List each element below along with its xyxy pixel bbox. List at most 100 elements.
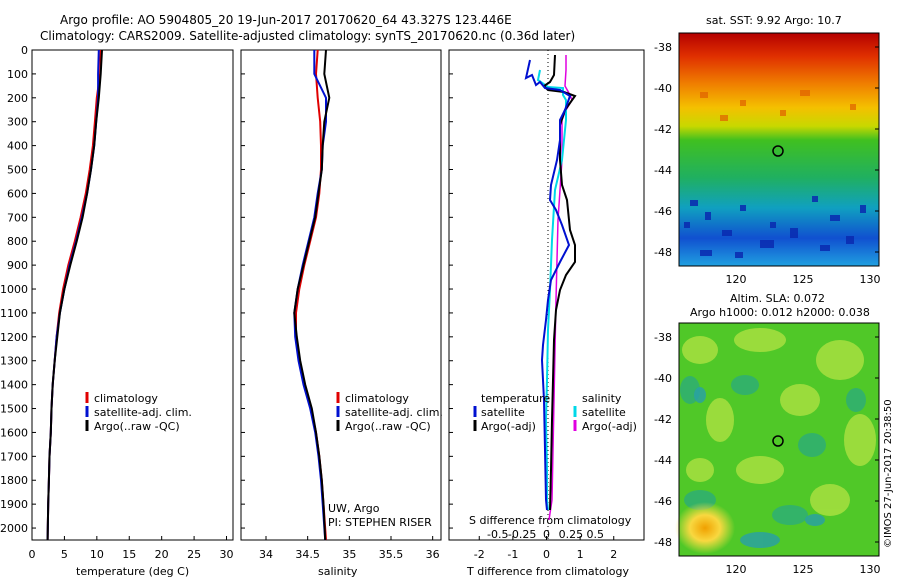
diff-temp-satellite-line bbox=[524, 59, 572, 511]
series-line-2 bbox=[293, 49, 331, 541]
sst-map-frame bbox=[678, 32, 880, 267]
series-line-0 bbox=[46, 49, 102, 541]
map-y-tick-label: -48 bbox=[654, 536, 672, 549]
x-tick-label: 20 bbox=[155, 548, 169, 561]
map-y-tick-label: -38 bbox=[654, 331, 672, 344]
sla-argo-marker bbox=[772, 435, 784, 447]
depth-tick-label: 1100 bbox=[0, 307, 28, 320]
sla-y-axis: -38 -40 -42 -44 -46 -48 bbox=[654, 331, 879, 549]
x-tick-label: 15 bbox=[122, 548, 136, 561]
legend-label: satellite bbox=[582, 406, 626, 419]
diff-series bbox=[524, 54, 577, 521]
credit-text: ©IMOS 27-Jun-2017 20:38:50 bbox=[883, 399, 894, 548]
diff-legend: temperature satellite Argo(-adj) salinit… bbox=[473, 392, 637, 433]
sla-map-blobs-low bbox=[694, 387, 825, 548]
depth-tick-label: 1400 bbox=[0, 379, 28, 392]
sal-legend: climatology satellite-adj. clim. Argo(..… bbox=[336, 392, 443, 433]
x-tick-label: 35.5 bbox=[379, 548, 404, 561]
x-tick-label: 10 bbox=[90, 548, 104, 561]
depth-tick-label: 1200 bbox=[0, 331, 28, 344]
s-tick-label: 0 bbox=[543, 528, 550, 541]
sla-map-title2: Argo h1000: 0.012 h2000: 0.038 bbox=[690, 306, 870, 319]
sst-argo-marker bbox=[772, 145, 784, 157]
legend-label: Argo(-adj) bbox=[481, 420, 536, 433]
depth-tick-label: 600 bbox=[7, 187, 28, 200]
sla-map bbox=[675, 322, 880, 557]
sal-panel-frame bbox=[240, 49, 442, 541]
depth-tick-label: 500 bbox=[7, 164, 28, 177]
s-tick-label: 0.5 bbox=[587, 528, 605, 541]
depth-tick-label: 1300 bbox=[0, 355, 28, 368]
sal-xlabel: salinity bbox=[318, 565, 358, 578]
sla-map-title1: Altim. SLA: 0.072 bbox=[730, 292, 825, 305]
map-x-tick-label: 130 bbox=[860, 273, 881, 286]
map-x-tick-label: 125 bbox=[793, 563, 814, 576]
x-tick-label: 0 bbox=[543, 548, 550, 561]
header-line1: Argo profile: AO 5904805_20 19-Jun-2017 … bbox=[60, 13, 512, 27]
sla-map-blobs-light bbox=[682, 328, 876, 516]
x-tick-label: 1 bbox=[577, 548, 584, 561]
sla-x-axis: 120 125 130 bbox=[726, 563, 881, 576]
x-tick-label: 0 bbox=[29, 548, 36, 561]
x-tick-label: -1 bbox=[507, 548, 518, 561]
map-x-tick-label: 125 bbox=[793, 273, 814, 286]
map-x-tick-label: 130 bbox=[860, 563, 881, 576]
sst-map-image bbox=[679, 33, 879, 266]
map-y-tick-label: -42 bbox=[654, 123, 672, 136]
legend-label: climatology bbox=[345, 392, 409, 405]
depth-tick-label: 1700 bbox=[0, 450, 28, 463]
temp-series bbox=[46, 49, 103, 541]
legend-temp-title: temperature bbox=[481, 392, 550, 405]
sal-note-uw: UW, Argo bbox=[328, 502, 380, 515]
legend-label: Argo(..raw -QC) bbox=[345, 420, 431, 433]
header-line2: Climatology: CARS2009. Satellite-adjuste… bbox=[40, 29, 575, 43]
map-y-tick-label: -48 bbox=[654, 246, 672, 259]
legend-label: satellite-adj. clim. bbox=[94, 406, 192, 419]
map-y-tick-label: -44 bbox=[654, 164, 672, 177]
map-y-tick-label: -40 bbox=[654, 82, 672, 95]
x-tick-label: 30 bbox=[220, 548, 234, 561]
s-tick-label: -0.25 bbox=[508, 528, 536, 541]
sst-x-axis: 120 125 130 bbox=[726, 273, 881, 286]
temp-xlabel: temperature (deg C) bbox=[76, 565, 189, 578]
depth-tick-label: 300 bbox=[7, 116, 28, 129]
map-y-tick-label: -42 bbox=[654, 413, 672, 426]
depth-tick-label: 1800 bbox=[0, 474, 28, 487]
depth-tick-label: 1600 bbox=[0, 426, 28, 439]
depth-tick-label: 200 bbox=[7, 92, 28, 105]
s-tick-label: -0.5 bbox=[487, 528, 508, 541]
sst-map-title: sat. SST: 9.92 Argo: 10.7 bbox=[706, 14, 842, 27]
series-line-1 bbox=[46, 49, 100, 541]
diff-s-axis: -0.5 -0.25 0 0.25 0.5 bbox=[487, 528, 604, 541]
depth-tick-label: 700 bbox=[7, 211, 28, 224]
depth-tick-label: 1900 bbox=[0, 498, 28, 511]
legend-label: Argo(..raw -QC) bbox=[94, 420, 180, 433]
map-x-tick-label: 120 bbox=[726, 563, 747, 576]
depth-tick-label: 400 bbox=[7, 140, 28, 153]
depth-tick-label: 1000 bbox=[0, 283, 28, 296]
map-y-tick-label: -40 bbox=[654, 372, 672, 385]
x-tick-label: 25 bbox=[187, 548, 201, 561]
sal-series bbox=[293, 49, 331, 541]
diff-xlabel: T difference from climatology bbox=[466, 565, 629, 578]
x-tick-label: 34 bbox=[259, 548, 273, 561]
legend-label: Argo(-adj) bbox=[582, 420, 637, 433]
diff-sal-satellite-line bbox=[536, 69, 567, 511]
x-tick-label: 34.5 bbox=[295, 548, 320, 561]
depth-axis: 0 100 200 300 400 500 600 700 800 900 1000 1100 1200… bbox=[0, 44, 453, 535]
map-y-tick-label: -46 bbox=[654, 205, 672, 218]
temp-x-axis: 0 5 10 15 20 25 30 bbox=[29, 536, 234, 561]
x-tick-label: 2 bbox=[610, 548, 617, 561]
x-tick-label: 5 bbox=[61, 548, 68, 561]
depth-tick-label: 2000 bbox=[0, 522, 28, 535]
x-tick-label: -2 bbox=[474, 548, 485, 561]
map-y-tick-label: -44 bbox=[654, 454, 672, 467]
map-y-tick-label: -46 bbox=[654, 495, 672, 508]
map-x-tick-label: 120 bbox=[726, 273, 747, 286]
x-tick-label: 35 bbox=[342, 548, 356, 561]
sst-map-speckle bbox=[684, 196, 866, 258]
sal-x-axis: 34 34.5 35 35.5 36 bbox=[259, 536, 440, 561]
sal-note-pi: PI: STEPHEN RISER bbox=[328, 516, 432, 529]
temp-panel-frame bbox=[31, 49, 234, 541]
